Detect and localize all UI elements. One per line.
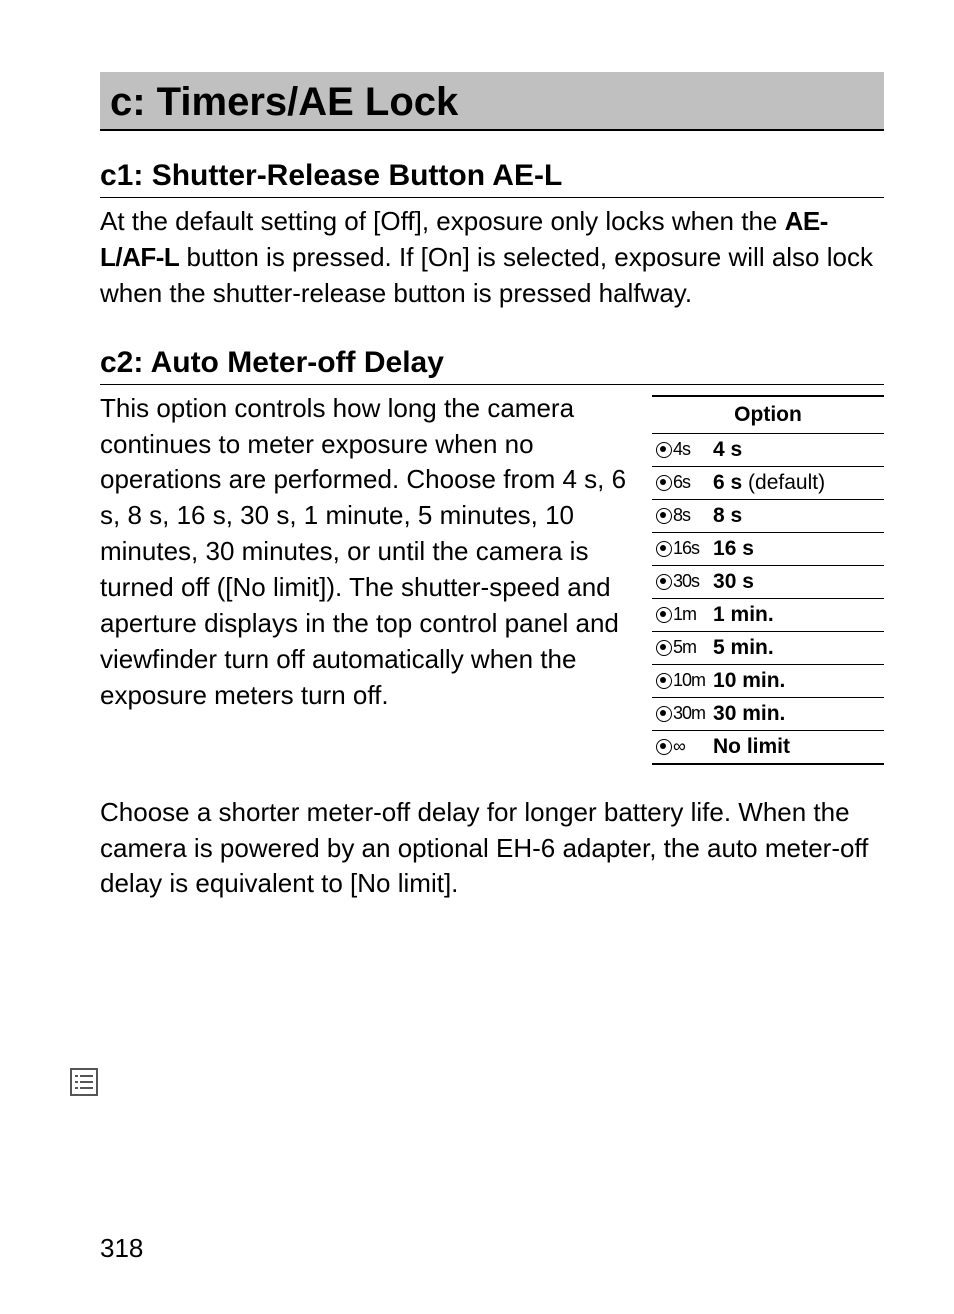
option-label: 8 s xyxy=(709,499,884,532)
option-code: 8s xyxy=(673,505,690,525)
option-icon-cell: 30m xyxy=(652,697,709,730)
c2-body-1: This option controls how long the camera… xyxy=(100,391,634,714)
meter-icon xyxy=(656,607,672,623)
c2-heading: c2: Auto Meter-off Delay xyxy=(100,346,884,385)
option-icon-cell: 16s xyxy=(652,532,709,565)
option-row: 5m 5 min. xyxy=(652,631,884,664)
c1-block: c1: Shutter-Release Button AE-L At the d… xyxy=(100,159,884,312)
option-icon-cell: ∞ xyxy=(652,730,709,764)
option-label: No limit xyxy=(709,730,884,764)
c2-body-2: Choose a shorter meter-off delay for lon… xyxy=(100,795,884,903)
page-number: 318 xyxy=(100,1233,143,1264)
option-icon-cell: 5m xyxy=(652,631,709,664)
option-code: 10m xyxy=(673,670,705,690)
option-icon-cell: 8s xyxy=(652,499,709,532)
menu-list-icon xyxy=(70,1068,98,1096)
meter-icon xyxy=(656,508,672,524)
option-row: 1m 1 min. xyxy=(652,598,884,631)
c1-text-post: button is pressed. If [On] is selected, … xyxy=(100,242,873,308)
option-code: 6s xyxy=(673,472,690,492)
meter-icon xyxy=(656,739,672,755)
option-row: 4s 4 s xyxy=(652,433,884,466)
option-label: 5 min. xyxy=(709,631,884,664)
option-code: 4s xyxy=(673,439,690,459)
meter-icon xyxy=(656,475,672,491)
c1-heading: c1: Shutter-Release Button AE-L xyxy=(100,159,884,198)
c2-block: c2: Auto Meter-off Delay This option con… xyxy=(100,346,884,765)
c1-body: At the default setting of [Off], exposur… xyxy=(100,204,884,312)
option-label: 30 min. xyxy=(709,697,884,730)
option-icon-cell: 10m xyxy=(652,664,709,697)
option-label: 16 s xyxy=(709,532,884,565)
option-table: Option 4s4 s6s6 s (default)8s8 s16s16 s3… xyxy=(652,395,884,765)
option-code: 30m xyxy=(673,703,705,723)
option-table-header: Option xyxy=(652,396,884,434)
section-title: c: Timers/AE Lock xyxy=(100,72,884,131)
option-code: 5m xyxy=(673,637,696,657)
option-label: 1 min. xyxy=(709,598,884,631)
option-icon-cell: 30s xyxy=(652,565,709,598)
option-code: 30s xyxy=(673,571,699,591)
meter-icon xyxy=(656,673,672,689)
option-icon-cell: 6s xyxy=(652,466,709,499)
option-code: 16s xyxy=(673,538,699,558)
option-label: 30 s xyxy=(709,565,884,598)
option-label: 10 min. xyxy=(709,664,884,697)
option-row: 10m10 min. xyxy=(652,664,884,697)
c1-text-pre: At the default setting of [Off], exposur… xyxy=(100,206,785,236)
option-code: ∞ xyxy=(673,736,685,756)
option-icon-cell: 1m xyxy=(652,598,709,631)
option-label: 4 s xyxy=(709,433,884,466)
meter-icon xyxy=(656,574,672,590)
option-row: 30m30 min. xyxy=(652,697,884,730)
option-icon-cell: 4s xyxy=(652,433,709,466)
option-row: 30s 30 s xyxy=(652,565,884,598)
option-code: 1m xyxy=(673,604,696,624)
option-row: 6s 6 s (default) xyxy=(652,466,884,499)
option-label: 6 s (default) xyxy=(709,466,884,499)
meter-icon xyxy=(656,541,672,557)
meter-icon xyxy=(656,706,672,722)
option-row: 8s 8 s xyxy=(652,499,884,532)
option-row: 16s 16 s xyxy=(652,532,884,565)
meter-icon xyxy=(656,442,672,458)
meter-icon xyxy=(656,640,672,656)
option-row: ∞ No limit xyxy=(652,730,884,764)
